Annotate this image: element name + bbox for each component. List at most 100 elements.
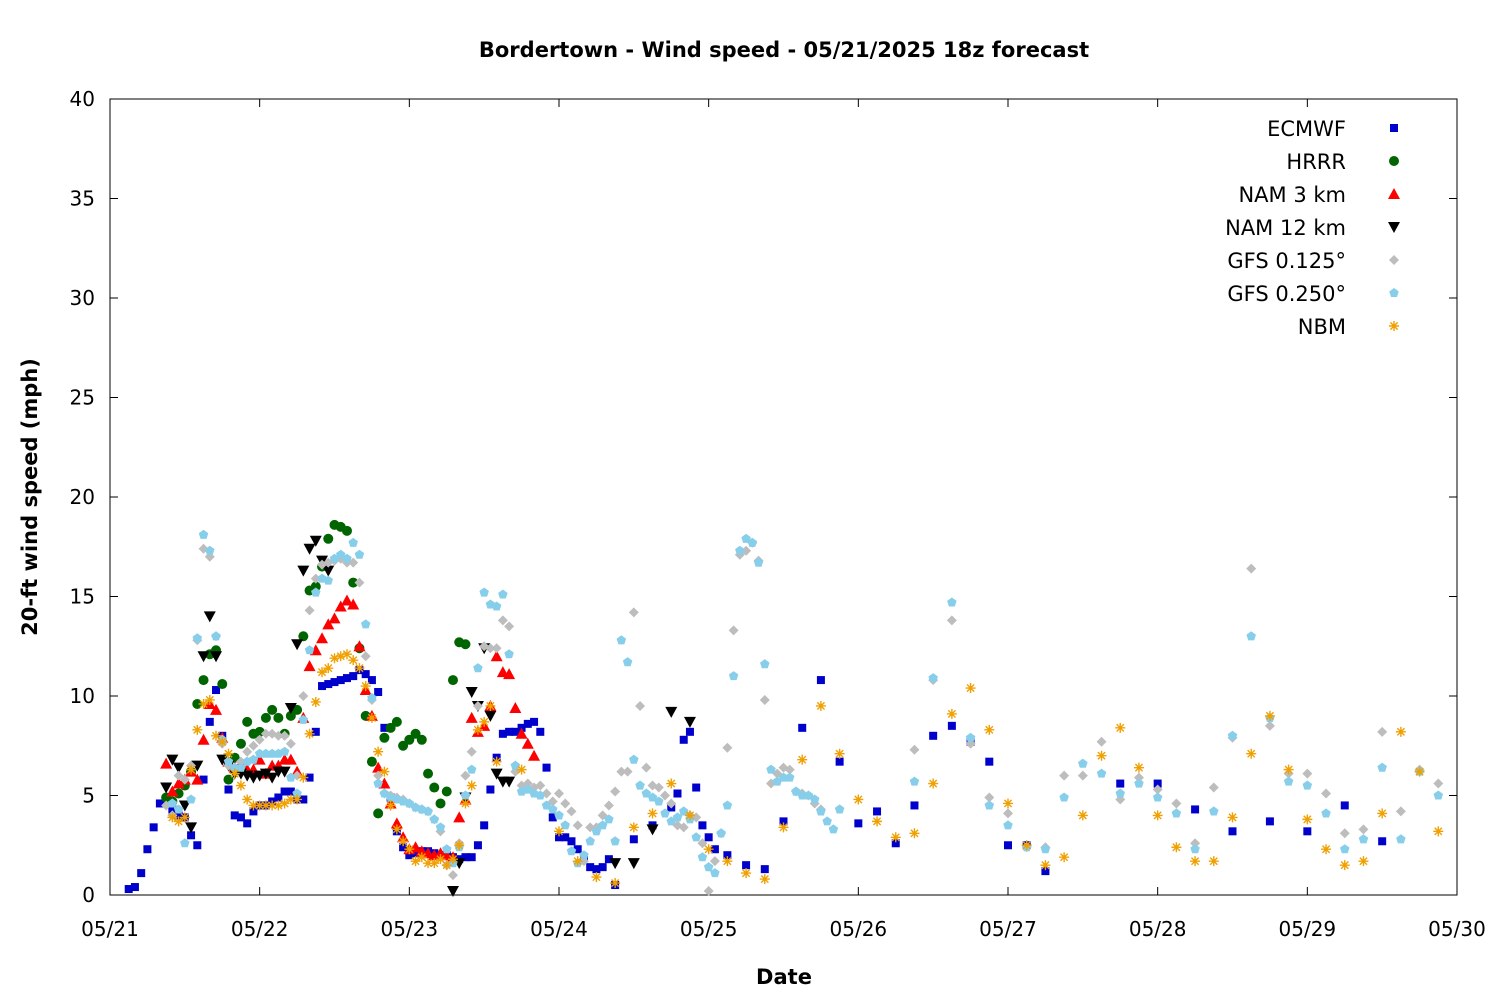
ecmwf-point [137, 869, 146, 878]
nbm-point [466, 780, 477, 791]
legend-label-nbm: NBM [1298, 315, 1346, 339]
nam-3-km-point [284, 753, 297, 765]
gfs-0-250-point [1003, 820, 1013, 830]
gfs-0-250-point [635, 780, 645, 790]
nbm-point [984, 724, 995, 735]
nbm-point [317, 667, 328, 678]
nbm-point [834, 748, 845, 759]
gfs-0-250-point [697, 852, 708, 862]
gfs-0-250-point [1115, 788, 1126, 798]
legend-label-nam-12-km: NAM 12 km [1225, 216, 1346, 240]
nam-3-km-point [334, 600, 347, 612]
nam-3-km-point [503, 668, 516, 680]
nbm-point [391, 824, 402, 835]
ecmwf-point [399, 843, 408, 852]
ecmwf-point [1153, 779, 1162, 788]
ecmwf-point [274, 793, 283, 802]
ecmwf-point [985, 757, 994, 766]
nam-12-km-point [266, 772, 279, 784]
gfs-0-250-point [323, 575, 334, 585]
gfs-0-250-point [666, 816, 677, 826]
gfs-0-125-point [466, 746, 477, 757]
gfs-0-125-point [1171, 798, 1182, 809]
nbm-point [385, 800, 396, 811]
gfs-0-250-point [435, 822, 446, 832]
ecmwf-point [511, 727, 520, 736]
nbm-point [1190, 856, 1201, 867]
ecmwf-point [1041, 867, 1050, 876]
gfs-0-125-point [984, 792, 995, 803]
gfs-0-250-point [1339, 844, 1350, 854]
gfs-0-250-point [585, 836, 595, 846]
ecmwf-point [629, 835, 638, 844]
y-tick-label: 15 [70, 585, 95, 609]
gfs-0-250-point [772, 776, 783, 786]
ecmwf-point [187, 831, 196, 840]
ecmwf-point [168, 805, 177, 814]
hrrr-point [223, 774, 234, 785]
ecmwf-point [155, 799, 164, 808]
gfs-0-125-point [298, 691, 309, 701]
nbm-point [572, 856, 583, 867]
nbm-point [1003, 798, 1013, 809]
ecmwf-point [318, 682, 327, 691]
gfs-0-125-point [697, 838, 708, 849]
nbm-point [1077, 810, 1088, 821]
nbm-point [248, 800, 259, 811]
nbm-point [485, 700, 496, 711]
nbm-point [179, 812, 190, 823]
data-points [124, 519, 1444, 898]
nam-12-km-point [465, 687, 478, 699]
gfs-0-125-point [1096, 736, 1107, 747]
ecmwf-point [143, 845, 152, 854]
x-tick-label: 05/30 [1428, 917, 1486, 941]
hrrr-point [298, 631, 309, 642]
nbm-point [1358, 856, 1369, 867]
legend-marker-gfs-0-125 [1389, 255, 1399, 265]
axis-ticks: 05/21 05/22 05/23 05/24 05/25 05/26 05/27 05/28… [70, 87, 1486, 941]
gfs-0-250-point [947, 597, 957, 607]
nbm-point [323, 663, 334, 674]
gfs-0-250-point [329, 553, 340, 563]
gfs-0-125-point [360, 651, 371, 662]
ecmwf-point [835, 757, 844, 766]
ecmwf-point [679, 735, 688, 744]
gfs-0-250-point [822, 816, 832, 826]
nbm-point [797, 754, 808, 765]
y-tick-label: 0 [82, 883, 95, 907]
nbm-point [279, 798, 290, 809]
ecmwf-point [891, 839, 900, 848]
gfs-0-250-point [473, 663, 483, 673]
gfs-0-125-point [635, 700, 646, 711]
nbm-point [229, 768, 240, 779]
ecmwf-point [555, 833, 563, 842]
gfs-0-250-point [579, 850, 589, 860]
ecmwf-point [1228, 827, 1237, 836]
nam-12-km-point [191, 760, 204, 772]
gfs-0-250-point [535, 790, 546, 800]
gfs-0-125-point [1302, 768, 1313, 779]
nbm-point [235, 780, 246, 791]
y-tick-label: 10 [70, 684, 95, 708]
nbm-point [404, 844, 415, 855]
nbm-point [1264, 710, 1275, 721]
gfs-0-125-point [179, 774, 190, 785]
gfs-0-125-point [491, 643, 502, 654]
gfs-0-250-point [965, 732, 976, 742]
nbm-point [211, 730, 222, 741]
gfs-0-250-point [710, 868, 720, 878]
gfs-0-250-point [816, 806, 826, 816]
nam-3-km-point [453, 811, 466, 823]
gfs-0-250-point [223, 756, 234, 766]
ecmwf-point [604, 855, 613, 864]
nbm-point [928, 778, 939, 789]
gfs-0-250-point [236, 762, 246, 772]
gfs-0-125-point [554, 788, 564, 799]
ecmwf-point [374, 688, 383, 697]
hrrr-point [423, 768, 434, 779]
ecmwf-point [212, 686, 221, 695]
gfs-0-250-point [753, 557, 764, 567]
nbm-point [204, 694, 215, 705]
nbm-point [360, 681, 371, 692]
